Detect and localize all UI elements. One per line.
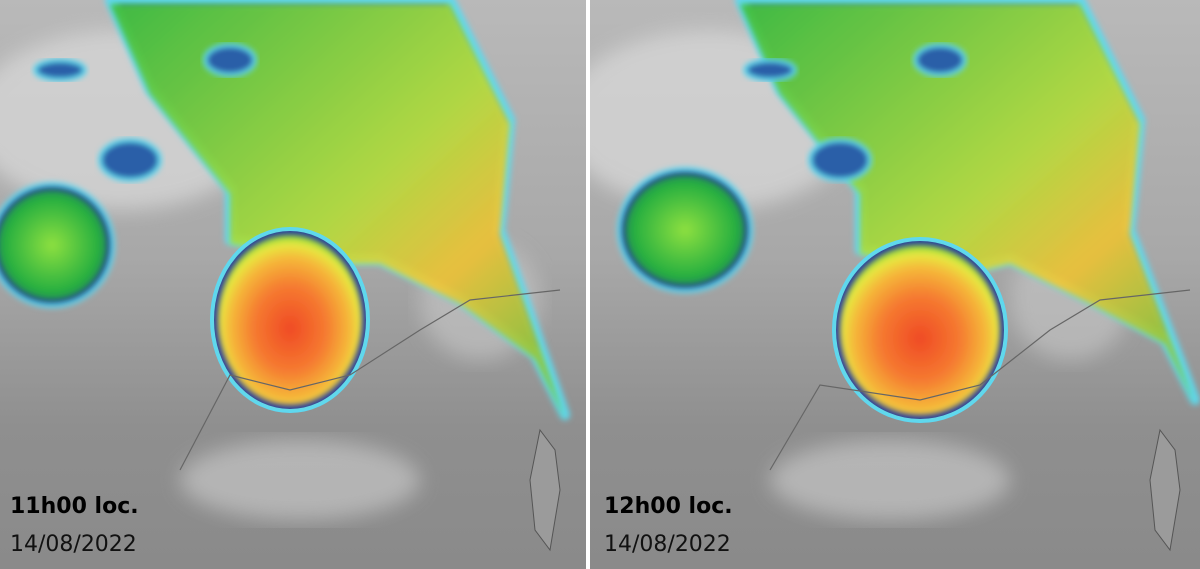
corsica (1149, 428, 1181, 552)
small-cell (743, 58, 797, 82)
coastline (769, 289, 1191, 471)
time-label: 12h00 loc. (604, 494, 733, 519)
haze (180, 440, 420, 520)
small-cell (808, 138, 872, 182)
satellite-panel: 11h00 loc. 14/08/2022 (0, 0, 586, 569)
haze (770, 440, 1010, 520)
small-cell (203, 43, 257, 77)
small-cell (33, 58, 87, 82)
cell (0, 190, 107, 300)
storm-core (840, 245, 1000, 415)
time-label: 11h00 loc. (10, 494, 139, 519)
small-cell (913, 43, 967, 77)
storm-core (218, 235, 362, 405)
small-cell (98, 138, 162, 182)
corsica (529, 428, 561, 552)
cloud-band (740, 4, 1195, 404)
date-label: 14/08/2022 (10, 532, 137, 557)
cell (625, 175, 745, 285)
cloud-band (110, 4, 565, 419)
date-label: 14/08/2022 (604, 532, 731, 557)
satellite-panel: 12h00 loc. 14/08/2022 (590, 0, 1200, 569)
divider (586, 0, 590, 569)
coastline (179, 289, 561, 471)
